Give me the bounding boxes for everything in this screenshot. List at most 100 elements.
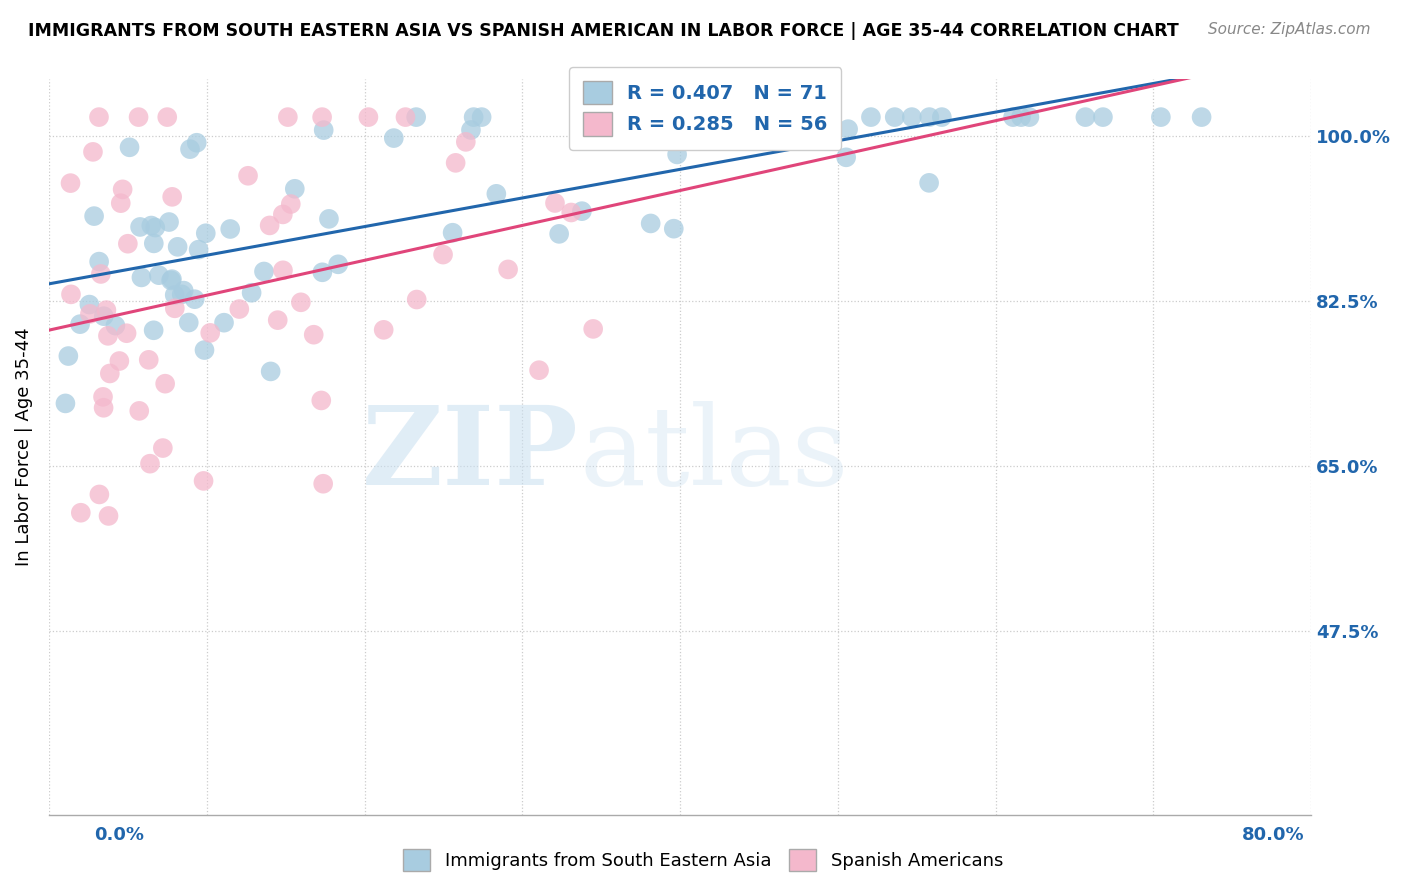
Point xyxy=(212,316,235,330)
Point xyxy=(1150,110,1173,124)
Point xyxy=(835,150,858,164)
Point xyxy=(55,396,77,410)
Point xyxy=(640,216,662,230)
Point xyxy=(463,110,485,124)
Point xyxy=(128,404,150,418)
Point xyxy=(58,349,80,363)
Point xyxy=(582,322,605,336)
Point xyxy=(170,287,193,301)
Point xyxy=(560,205,582,219)
Point xyxy=(394,110,416,124)
Point xyxy=(187,243,209,257)
Point xyxy=(183,292,205,306)
Point xyxy=(129,219,152,234)
Point xyxy=(259,219,281,233)
Y-axis label: In Labor Force | Age 35-44: In Labor Force | Age 35-44 xyxy=(15,327,32,566)
Point xyxy=(108,354,131,368)
Point xyxy=(128,110,150,124)
Point xyxy=(87,254,110,268)
Point xyxy=(152,441,174,455)
Point xyxy=(157,215,180,229)
Point xyxy=(382,131,405,145)
Point xyxy=(139,457,162,471)
Point xyxy=(747,110,769,124)
Point xyxy=(260,364,283,378)
Point xyxy=(280,197,302,211)
Point xyxy=(142,236,165,251)
Point xyxy=(253,264,276,278)
Point xyxy=(1002,110,1025,124)
Point xyxy=(837,122,859,136)
Point xyxy=(1191,110,1213,124)
Point xyxy=(582,110,605,124)
Point xyxy=(163,288,186,302)
Point xyxy=(690,110,713,124)
Point xyxy=(311,265,333,279)
Point xyxy=(271,263,294,277)
Point xyxy=(931,110,953,124)
Point xyxy=(153,376,176,391)
Point xyxy=(662,221,685,235)
Point xyxy=(1091,110,1114,124)
Point xyxy=(544,196,567,211)
Point xyxy=(357,110,380,124)
Point xyxy=(883,110,905,124)
Point xyxy=(115,326,138,341)
Point xyxy=(193,474,215,488)
Point xyxy=(496,262,519,277)
Point xyxy=(527,363,550,377)
Point xyxy=(148,268,170,283)
Point xyxy=(91,390,114,404)
Point xyxy=(277,110,299,124)
Point xyxy=(69,506,91,520)
Point xyxy=(1074,110,1097,124)
Point xyxy=(240,285,263,300)
Point xyxy=(93,401,115,415)
Point xyxy=(571,204,593,219)
Point xyxy=(228,301,250,316)
Point xyxy=(454,135,477,149)
Text: 0.0%: 0.0% xyxy=(94,826,145,844)
Point xyxy=(160,273,183,287)
Point xyxy=(111,182,134,196)
Point xyxy=(610,126,633,140)
Point xyxy=(284,182,307,196)
Point xyxy=(177,316,200,330)
Point xyxy=(219,222,242,236)
Point xyxy=(173,284,195,298)
Point xyxy=(83,209,105,223)
Point xyxy=(471,110,494,124)
Point xyxy=(318,211,340,226)
Point xyxy=(97,329,120,343)
Point xyxy=(156,110,179,124)
Point xyxy=(143,220,166,235)
Point xyxy=(548,227,571,241)
Point xyxy=(1010,110,1032,124)
Point xyxy=(193,343,215,357)
Point xyxy=(405,110,427,124)
Point xyxy=(104,318,127,333)
Point xyxy=(312,476,335,491)
Point xyxy=(79,307,101,321)
Point xyxy=(194,226,217,240)
Point xyxy=(69,317,91,331)
Point xyxy=(166,240,188,254)
Legend: Immigrants from South Eastern Asia, Spanish Americans: Immigrants from South Eastern Asia, Span… xyxy=(395,842,1011,879)
Legend: R = 0.407   N = 71, R = 0.285   N = 56: R = 0.407 N = 71, R = 0.285 N = 56 xyxy=(569,67,841,150)
Point xyxy=(141,219,163,233)
Point xyxy=(97,508,120,523)
Point xyxy=(267,313,290,327)
Point xyxy=(405,293,427,307)
Point xyxy=(328,257,350,271)
Point xyxy=(918,110,941,124)
Point xyxy=(441,226,464,240)
Point xyxy=(138,352,160,367)
Point xyxy=(576,110,599,124)
Point xyxy=(163,301,186,316)
Point xyxy=(271,207,294,221)
Point xyxy=(131,270,153,285)
Point xyxy=(666,147,689,161)
Point xyxy=(1018,110,1040,124)
Point xyxy=(302,327,325,342)
Point xyxy=(118,140,141,154)
